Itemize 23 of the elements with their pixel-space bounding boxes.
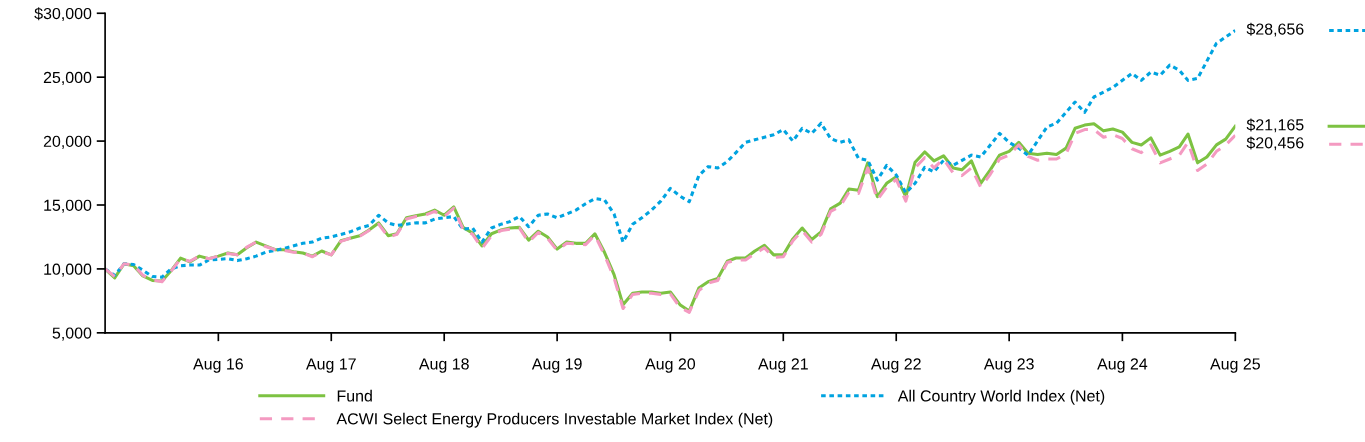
x-tick-label: Aug 16 [193,358,243,373]
line-series [105,28,1236,279]
y-tick-label: 15,000 [44,199,92,213]
x-tick-label: Aug 23 [983,358,1034,373]
x-tick-label: Aug 21 [758,358,808,373]
annotation: $28,656 [1246,22,1304,37]
x-tick-label: Aug 18 [418,358,469,373]
x-tick-label: Aug 17 [306,358,356,373]
x-tick-label: Aug 20 [645,358,696,373]
y-tick-label: $30,000 [34,7,92,22]
legend-label: ACWI Select Energy Producers Investable Market Index (Net) [336,412,773,428]
y-tick-label: 20,000 [43,135,92,149]
x-tick-label: Aug 22 [870,358,921,373]
legend-label: All Country World Index (Net) [897,389,1105,405]
x-tick-label: Aug 25 [1210,358,1260,373]
x-tick-label: Aug 19 [531,358,582,373]
legend-label: Fund [337,389,372,402]
annotation: $21,165 [1246,118,1304,133]
x-tick-label: Aug 24 [1097,358,1148,373]
y-tick-label: 5,000 [52,327,92,341]
annotation: $20,456 [1246,136,1304,151]
y-tick-label: 10,000 [44,263,92,277]
y-tick-label: 25,000 [43,71,92,85]
